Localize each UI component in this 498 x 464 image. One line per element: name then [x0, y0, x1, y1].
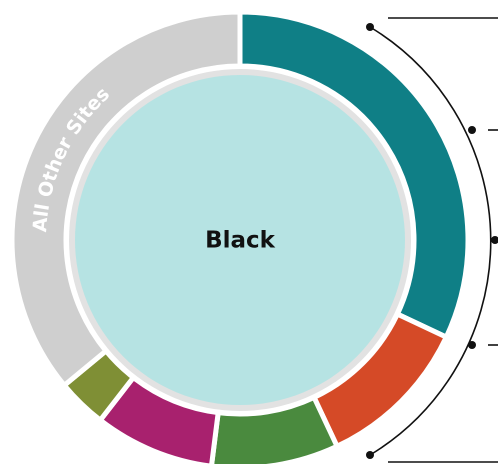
bracket-dot — [366, 23, 374, 31]
segment — [209, 394, 341, 464]
segments — [9, 9, 471, 464]
bracket-dot — [366, 451, 374, 459]
center-label: Black — [205, 228, 276, 254]
bracket-dot — [468, 126, 476, 134]
bracket-dot — [468, 341, 476, 349]
bracket — [366, 17, 498, 463]
segment — [9, 9, 243, 389]
inner-circle — [75, 75, 405, 405]
bracket-dot — [491, 236, 498, 244]
segment — [237, 9, 471, 341]
bracket-arc — [369, 26, 492, 456]
